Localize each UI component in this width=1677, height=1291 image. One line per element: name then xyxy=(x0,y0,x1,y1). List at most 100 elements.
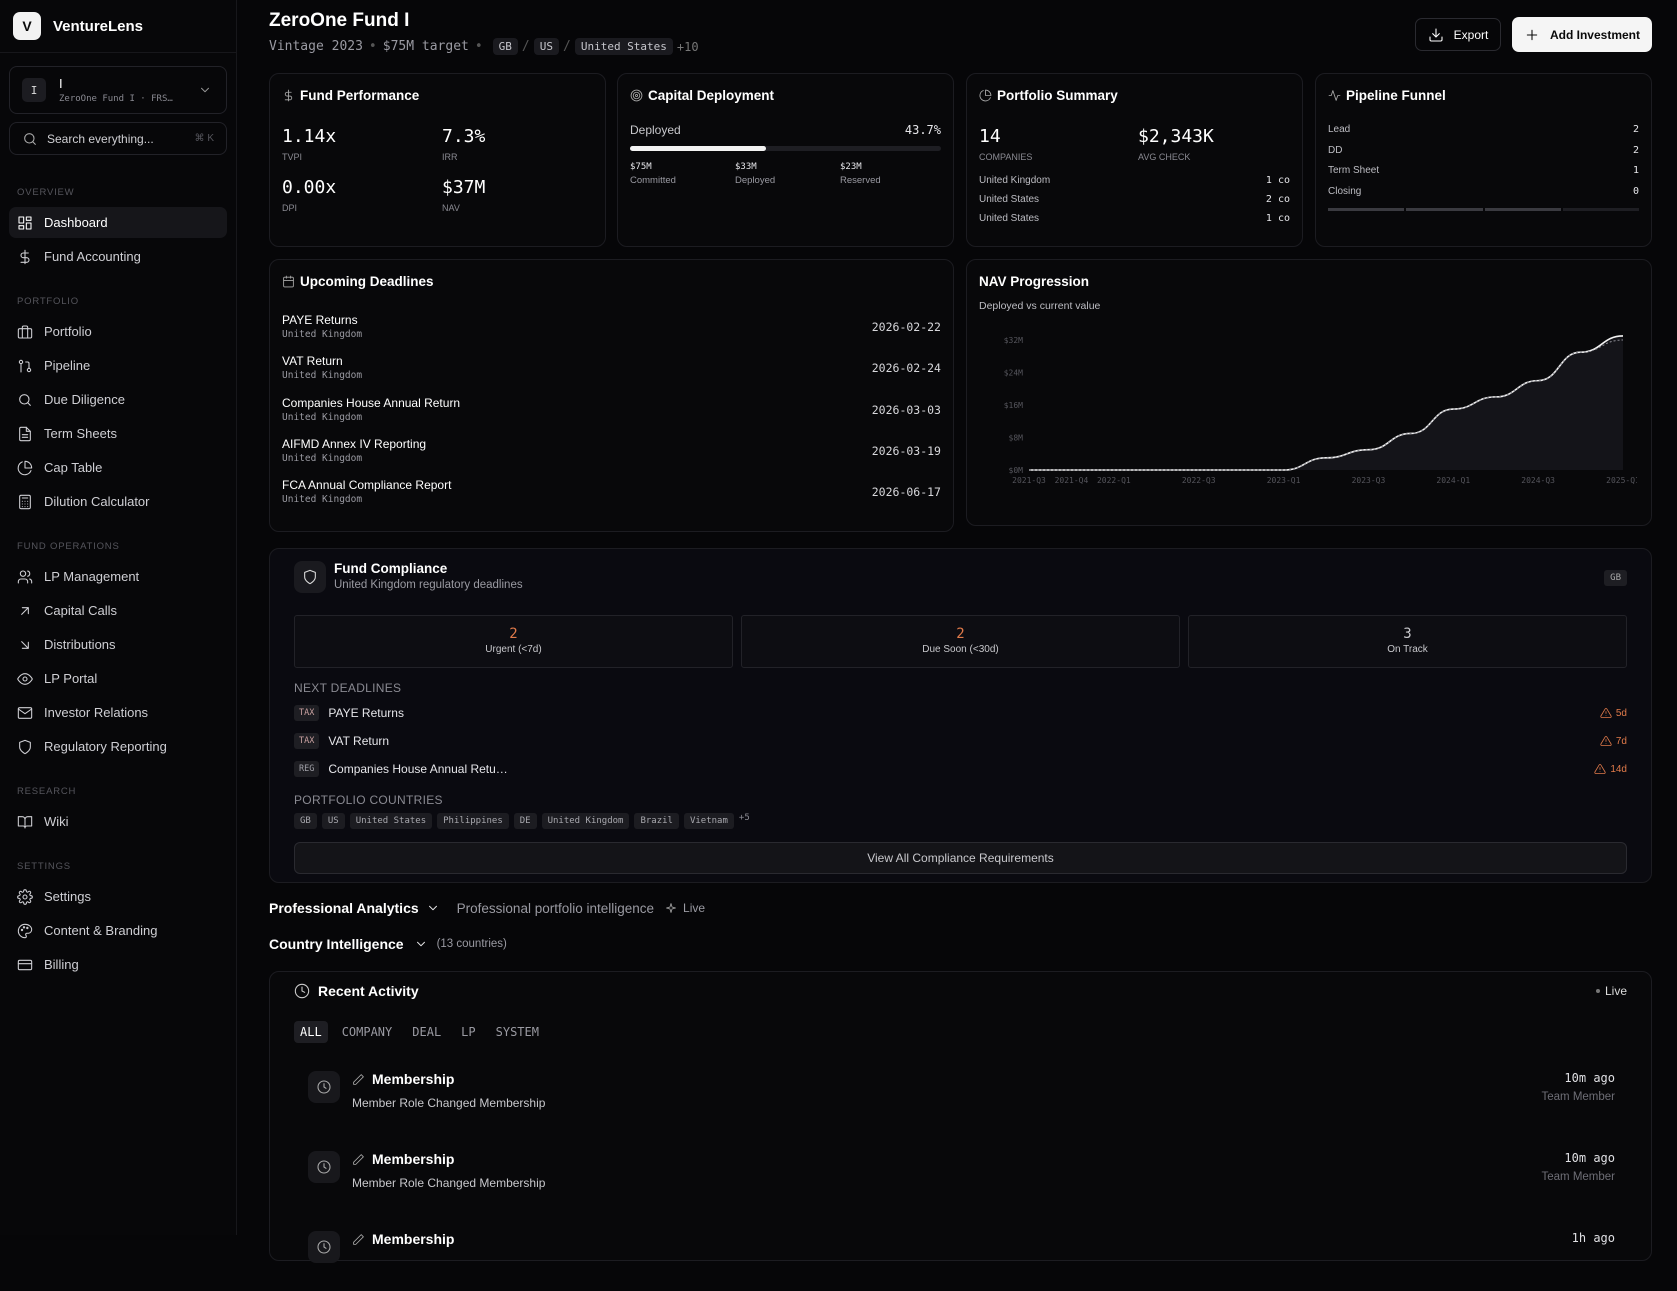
activity-tabs: ALL COMPANY DEAL LP SYSTEM xyxy=(294,1021,553,1043)
page-title: ZeroOne Fund I xyxy=(269,10,410,31)
tab-lp[interactable]: LP xyxy=(461,1025,476,1039)
activity-item[interactable]: Membership Member Role Changed Membershi… xyxy=(308,1071,1615,1131)
sidebar-item-lp-management[interactable]: LP Management xyxy=(9,561,227,592)
export-button[interactable]: Export xyxy=(1415,18,1501,51)
activity-actor: Team Member xyxy=(1541,1091,1616,1103)
brand-name[interactable]: VentureLens xyxy=(53,17,144,35)
tab-system[interactable]: SYSTEM xyxy=(495,1025,539,1039)
sidebar-item-content-branding[interactable]: Content & Branding xyxy=(9,915,227,946)
compliance-deadline-row[interactable]: TAX VAT Return 7d xyxy=(294,731,1627,751)
brand-logo[interactable]: V xyxy=(13,12,41,40)
nav-progression-card: NAV Progression Deployed vs current valu… xyxy=(966,259,1652,526)
sidebar-item-investor-relations[interactable]: Investor Relations xyxy=(9,697,227,728)
search-icon xyxy=(19,393,31,406)
nav-label: NAV xyxy=(442,203,460,213)
on-track-stat[interactable]: 3 On Track xyxy=(1188,615,1627,668)
tab-deal[interactable]: DEAL xyxy=(412,1025,442,1039)
deployed-value-label: Deployed xyxy=(735,175,776,186)
clock-icon xyxy=(294,983,310,999)
deadline-item[interactable]: AIFMD Annex IV Reporting United Kingdom … xyxy=(282,437,941,473)
sidebar-item-label: Content & Branding xyxy=(44,923,158,938)
add-investment-button[interactable]: Add Investment xyxy=(1512,17,1652,52)
activity-description: Member Role Changed Membership xyxy=(352,1176,546,1190)
sidebar-item-term-sheets[interactable]: Term Sheets xyxy=(9,418,227,449)
upcoming-deadlines-card: Upcoming Deadlines PAYE Returns United K… xyxy=(269,259,954,532)
funnel-stage-row[interactable]: Lead 2 xyxy=(1328,124,1639,135)
y-tick-label: $32M xyxy=(1004,336,1023,345)
sidebar-item-fund-accounting[interactable]: Fund Accounting xyxy=(9,241,227,272)
search-box[interactable]: Search everything... ⌘ K xyxy=(9,122,227,155)
activity-item[interactable]: Membership Member Role Changed Membershi… xyxy=(308,1151,1615,1211)
compliance-deadline-row[interactable]: REG Companies House Annual Retu… 14d xyxy=(294,759,1627,779)
sidebar-item-dashboard[interactable]: Dashboard xyxy=(9,207,227,238)
sidebar-item-dilution-calculator[interactable]: Dilution Calculator xyxy=(9,486,227,517)
nav-section-settings: SETTINGS xyxy=(17,861,71,872)
funnel-stage-row[interactable]: DD 2 xyxy=(1328,145,1639,156)
alert-triangle-icon xyxy=(1600,708,1612,718)
nav-section-overview: OVERVIEW xyxy=(17,187,75,198)
view-all-compliance-button[interactable]: View All Compliance Requirements xyxy=(294,842,1627,874)
eye-icon xyxy=(17,672,33,685)
avg-check-metric: $2,343K AVG CHECK xyxy=(1138,126,1214,162)
tab-all[interactable]: ALL xyxy=(294,1021,328,1043)
country-tag: US xyxy=(321,813,345,829)
search-placeholder[interactable]: Search everything... xyxy=(47,131,154,146)
x-tick-label: 2023-Q3 xyxy=(1352,476,1386,485)
card-title-text: NAV Progression xyxy=(979,274,1090,289)
tab-company[interactable]: COMPANY xyxy=(341,1025,393,1039)
deadline-item[interactable]: FCA Annual Compliance Report United King… xyxy=(282,478,941,514)
sidebar-item-settings[interactable]: Settings xyxy=(9,881,227,912)
sidebar-item-billing[interactable]: Billing xyxy=(9,949,227,980)
card-title: Pipeline Funnel xyxy=(1328,88,1446,103)
sidebar-item-distributions[interactable]: Distributions xyxy=(9,629,227,660)
arrow-up-right-icon xyxy=(21,606,29,615)
sidebar-item-portfolio[interactable]: Portfolio xyxy=(9,316,227,347)
funnel-bar xyxy=(1328,208,1639,211)
sidebar-item-cap-table[interactable]: Cap Table xyxy=(9,452,227,483)
fund-switcher-name: I xyxy=(59,76,63,91)
country-intelligence-header[interactable]: Country Intelligence (13 countries) xyxy=(269,936,507,952)
dpi-label: DPI xyxy=(282,203,298,213)
deadline-date: 2026-03-03 xyxy=(871,403,941,417)
sidebar-item-pipeline[interactable]: Pipeline xyxy=(9,350,227,381)
search-shortcut: ⌘ K xyxy=(194,133,214,144)
sidebar-item-wiki[interactable]: Wiki xyxy=(9,806,227,837)
reserved-label: Reserved xyxy=(840,175,881,186)
activity-icon-box xyxy=(308,1071,340,1103)
committed-label: Committed xyxy=(630,175,676,186)
activity-title-text: Membership xyxy=(372,1151,455,1167)
funnel-stage-row[interactable]: Closing 0 xyxy=(1328,186,1639,197)
irr-value: 7.3% xyxy=(442,126,486,147)
country-name: United States xyxy=(979,194,1040,205)
deadline-item[interactable]: Companies House Annual Return United Kin… xyxy=(282,396,941,432)
sparkle-icon xyxy=(666,903,676,913)
companies-metric: 14 COMPANIES xyxy=(979,126,1032,162)
deadline-item[interactable]: PAYE Returns United Kingdom 2026-02-22 xyxy=(282,313,941,349)
x-tick-label: 2021-Q4 xyxy=(1055,476,1089,485)
deployment-progress-track xyxy=(630,146,941,151)
sidebar-item-label: Cap Table xyxy=(44,460,103,475)
pencil-icon xyxy=(353,1233,364,1245)
shield-icon xyxy=(304,569,316,585)
more-countries[interactable]: +10 xyxy=(676,39,699,54)
compliance-deadline-row[interactable]: TAX PAYE Returns 5d xyxy=(294,703,1627,723)
country-tag: United States xyxy=(349,813,433,829)
shield-icon-box xyxy=(294,561,326,593)
x-tick-label: 2024-Q1 xyxy=(1436,476,1470,485)
x-tick-label: 2022-Q3 xyxy=(1182,476,1216,485)
professional-analytics-header[interactable]: Professional Analytics Professional port… xyxy=(269,900,705,916)
arrow-down-right-icon xyxy=(21,640,29,649)
deadline-date: 2026-06-17 xyxy=(871,485,941,499)
sidebar-item-lp-portal[interactable]: LP Portal xyxy=(9,663,227,694)
fund-switcher[interactable]: I I ZeroOne Fund I · FRS… xyxy=(9,66,227,114)
activity-item[interactable]: Membership 1h ago xyxy=(308,1231,1615,1291)
sidebar-item-due-diligence[interactable]: Due Diligence xyxy=(9,384,227,415)
urgent-stat[interactable]: 2 Urgent (<7d) xyxy=(294,615,733,668)
card-title: Portfolio Summary xyxy=(979,88,1118,103)
deadline-item[interactable]: VAT Return United Kingdom 2026-02-24 xyxy=(282,354,941,390)
sidebar-item-capital-calls[interactable]: Capital Calls xyxy=(9,595,227,626)
nav-metric: $37M NAV xyxy=(442,177,485,213)
sidebar-item-regulatory-reporting[interactable]: Regulatory Reporting xyxy=(9,731,227,762)
funnel-stage-row[interactable]: Term Sheet 1 xyxy=(1328,165,1639,176)
due-soon-stat[interactable]: 2 Due Soon (<30d) xyxy=(741,615,1180,668)
